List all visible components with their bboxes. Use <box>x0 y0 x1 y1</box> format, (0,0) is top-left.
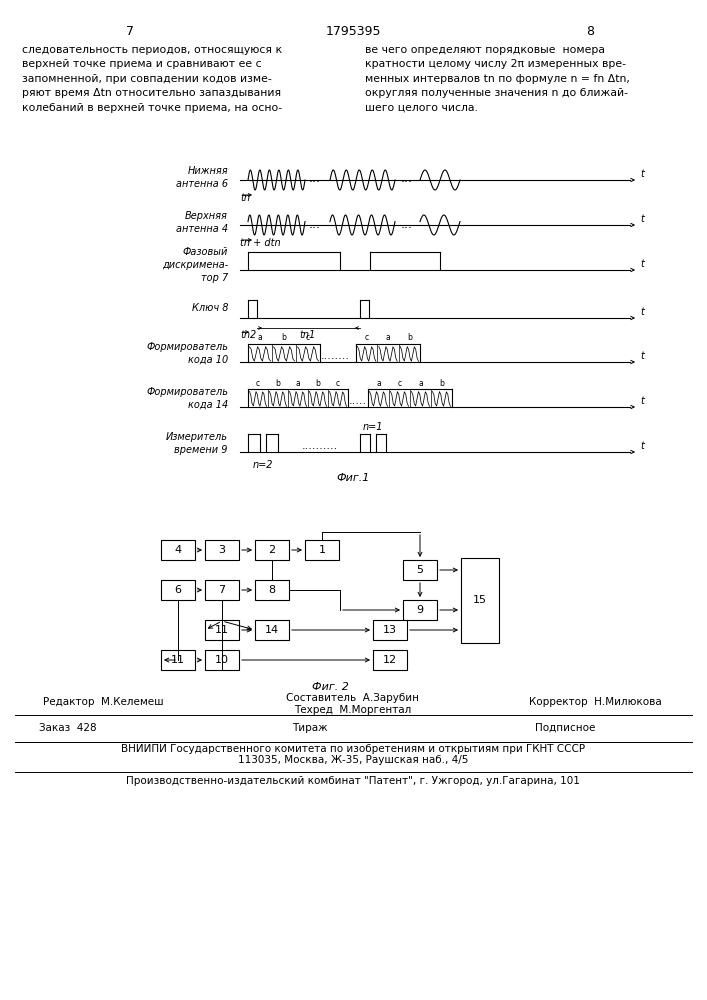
Text: n=2: n=2 <box>252 460 273 470</box>
Text: 4: 4 <box>175 545 182 555</box>
Text: Фиг. 2: Фиг. 2 <box>312 682 349 692</box>
Text: ...: ... <box>401 172 413 186</box>
Text: b: b <box>315 378 320 387</box>
Text: ...: ... <box>401 218 413 231</box>
FancyBboxPatch shape <box>403 600 437 620</box>
Text: t: t <box>640 351 644 361</box>
Text: 9: 9 <box>416 605 423 615</box>
Text: Измеритель
времени 9: Измеритель времени 9 <box>166 432 228 455</box>
Text: 13: 13 <box>383 625 397 635</box>
Text: Формирователь
кода 10: Формирователь кода 10 <box>146 342 228 365</box>
Text: a: a <box>418 378 423 387</box>
Text: Нижняя
антенна 6: Нижняя антенна 6 <box>176 166 228 189</box>
Text: b: b <box>407 334 411 342</box>
Text: 113035, Москва, Ж-35, Раушская наб., 4/5: 113035, Москва, Ж-35, Раушская наб., 4/5 <box>238 755 468 765</box>
Text: 7: 7 <box>126 25 134 38</box>
Text: tn1: tn1 <box>300 330 316 340</box>
Text: b: b <box>276 378 281 387</box>
FancyBboxPatch shape <box>205 580 239 600</box>
Text: 1: 1 <box>318 545 325 555</box>
Text: 6: 6 <box>175 585 182 595</box>
Text: a: a <box>376 378 381 387</box>
Text: 8: 8 <box>586 25 594 38</box>
Text: t: t <box>640 396 644 406</box>
Text: a: a <box>296 378 300 387</box>
Text: Тираж: Тираж <box>292 723 328 733</box>
Text: ..........: .......... <box>302 441 338 451</box>
Text: ...: ... <box>309 218 321 231</box>
FancyBboxPatch shape <box>461 558 499 643</box>
FancyBboxPatch shape <box>373 650 407 670</box>
Text: 15: 15 <box>473 595 487 605</box>
Text: n=1: n=1 <box>363 422 383 432</box>
Text: 2: 2 <box>269 545 276 555</box>
Text: Составитель  А.Зарубин: Составитель А.Зарубин <box>286 693 419 703</box>
Text: Подписное: Подписное <box>534 723 595 733</box>
Text: c: c <box>397 378 402 387</box>
Text: a: a <box>385 334 390 342</box>
FancyBboxPatch shape <box>255 540 289 560</box>
Text: 11: 11 <box>215 625 229 635</box>
Text: b: b <box>281 334 286 342</box>
FancyBboxPatch shape <box>373 620 407 640</box>
Text: 8: 8 <box>269 585 276 595</box>
Text: Корректор  Н.Милюкова: Корректор Н.Милюкова <box>529 697 661 707</box>
Text: ВНИИПИ Государственного комитета по изобретениям и открытиям при ГКНТ СССР: ВНИИПИ Государственного комитета по изоб… <box>121 744 585 754</box>
Text: ве чего определяют порядковые  номера
кратности целому числу 2π измеренных вре-
: ве чего определяют порядковые номера кра… <box>365 45 630 113</box>
Text: Формирователь
кода 14: Формирователь кода 14 <box>146 387 228 410</box>
Text: 10: 10 <box>215 655 229 665</box>
FancyBboxPatch shape <box>403 560 437 580</box>
Text: Заказ  428: Заказ 428 <box>39 723 97 733</box>
Text: c: c <box>306 334 310 342</box>
FancyBboxPatch shape <box>161 650 195 670</box>
FancyBboxPatch shape <box>205 620 239 640</box>
Text: Ключ 8: Ключ 8 <box>192 303 228 313</box>
Text: tn: tn <box>240 193 250 203</box>
Text: b: b <box>439 378 444 387</box>
Text: .....: ..... <box>349 396 367 406</box>
Text: ........: ........ <box>320 351 349 361</box>
Text: Верхняя
антенна 4: Верхняя антенна 4 <box>176 211 228 234</box>
FancyBboxPatch shape <box>205 540 239 560</box>
FancyBboxPatch shape <box>205 650 239 670</box>
Text: 3: 3 <box>218 545 226 555</box>
Text: t: t <box>640 441 644 451</box>
Text: tn2: tn2 <box>240 330 256 340</box>
Text: t: t <box>640 214 644 224</box>
Text: Редактор  М.Келемеш: Редактор М.Келемеш <box>42 697 163 707</box>
Text: t: t <box>640 169 644 179</box>
Text: следовательность периодов, относящуюся к
верхней точке приема и сравнивают ее с
: следовательность периодов, относящуюся к… <box>22 45 282 113</box>
Text: t: t <box>640 259 644 269</box>
Text: c: c <box>336 378 340 387</box>
Text: 11: 11 <box>171 655 185 665</box>
Text: c: c <box>365 334 369 342</box>
Text: t: t <box>640 307 644 317</box>
Text: Фазовый
дискримена-
тор 7: Фазовый дискримена- тор 7 <box>162 247 228 283</box>
Text: 12: 12 <box>383 655 397 665</box>
Text: c: c <box>256 378 260 387</box>
Text: 7: 7 <box>218 585 226 595</box>
Text: 1795395: 1795395 <box>325 25 381 38</box>
FancyBboxPatch shape <box>255 620 289 640</box>
Text: ...: ... <box>309 172 321 186</box>
Text: 14: 14 <box>265 625 279 635</box>
FancyBboxPatch shape <box>305 540 339 560</box>
Text: tn + dtn: tn + dtn <box>240 238 281 248</box>
FancyBboxPatch shape <box>161 580 195 600</box>
Text: Фиг.1: Фиг.1 <box>337 473 370 483</box>
FancyBboxPatch shape <box>255 580 289 600</box>
FancyBboxPatch shape <box>161 540 195 560</box>
Text: 5: 5 <box>416 565 423 575</box>
Text: a: a <box>257 334 262 342</box>
Text: Производственно-издательский комбинат "Патент", г. Ужгород, ул.Гагарина, 101: Производственно-издательский комбинат "П… <box>126 776 580 786</box>
Text: Техред  М.Моргентал: Техред М.Моргентал <box>294 705 411 715</box>
